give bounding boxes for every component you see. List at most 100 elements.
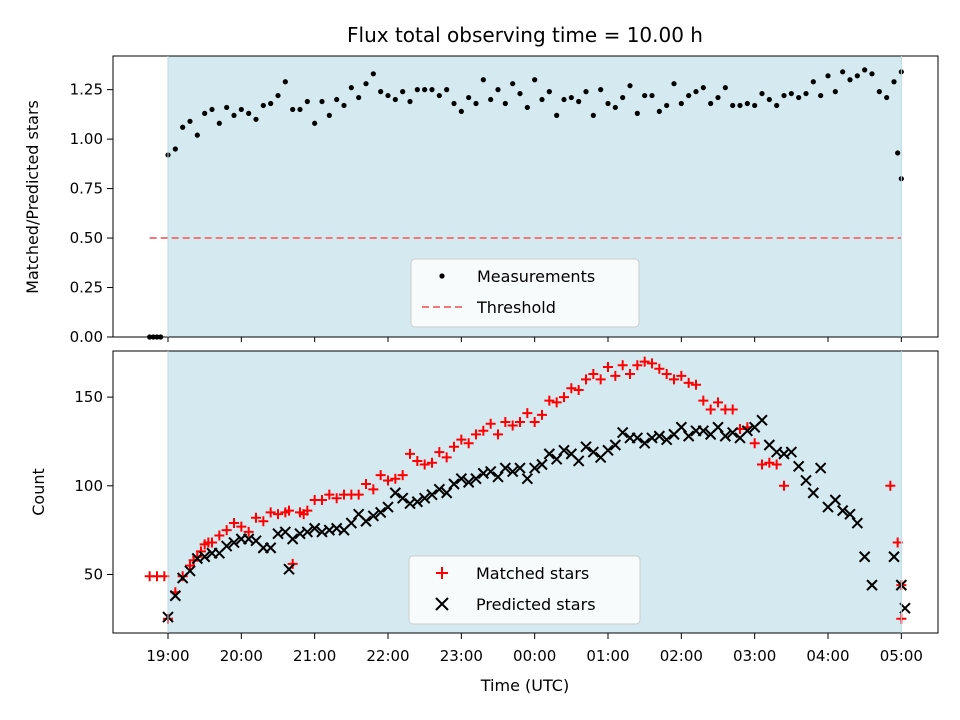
predicted-star-marker <box>389 487 402 499</box>
bottom-y-ticks: 50 100 150 <box>74 388 113 583</box>
predicted-star-marker <box>712 421 724 433</box>
measurement-point <box>895 150 901 156</box>
top-x-ticks <box>167 337 902 342</box>
measurement-point <box>546 89 552 95</box>
matched-star-marker <box>544 395 555 406</box>
matched-star-marker <box>500 416 511 427</box>
measurement-point <box>451 100 457 107</box>
legend-predicted-label: Predicted stars <box>476 595 596 614</box>
matched-star-marker <box>405 448 415 459</box>
measurement-point <box>187 118 193 124</box>
measurement-point <box>209 106 215 113</box>
measurement-point <box>297 106 303 113</box>
measurement-point <box>656 108 662 115</box>
predicted-star-marker <box>792 460 805 472</box>
top-legend-box <box>410 258 640 328</box>
top-axes-frame <box>112 55 939 338</box>
matched-star-marker <box>713 397 723 408</box>
measurement-point <box>334 96 340 103</box>
matched-star-marker <box>273 509 283 520</box>
measurement-point <box>568 94 574 101</box>
measurement-point <box>781 92 787 99</box>
matched-star-marker <box>229 518 239 529</box>
measurement-point <box>400 89 406 95</box>
matched-star-marker <box>691 379 701 390</box>
matched-star-marker <box>236 521 247 532</box>
measurement-point <box>385 92 391 99</box>
measurement-point <box>326 112 332 118</box>
matched-star-marker <box>493 429 503 440</box>
matched-star-marker <box>507 420 518 431</box>
bottom-x-tick-label: 23:00 <box>440 647 483 665</box>
measurement-point <box>202 110 208 116</box>
measurement-point <box>363 81 369 87</box>
measurement-point <box>436 92 442 99</box>
bottom-legend: Matched stars Predicted stars <box>408 555 641 625</box>
matched-star-marker <box>243 526 254 537</box>
measurement-point <box>766 96 772 103</box>
matched-star-marker <box>749 438 760 449</box>
predicted-star-marker <box>301 526 314 538</box>
measurement-point <box>444 87 450 93</box>
bottom-panel: 50 100 150 19:00 20:00 21:00 22:00 23:00 00:00 0… <box>29 350 939 695</box>
matched-star-marker <box>471 429 481 440</box>
measurement-point <box>840 69 846 75</box>
measurement-point <box>341 102 347 109</box>
matched-star-marker <box>603 361 613 372</box>
matched-star-marker <box>764 457 775 468</box>
matched-star-marker <box>368 484 379 495</box>
predicted-star-marker <box>609 439 622 451</box>
measurement-point <box>224 104 230 111</box>
measurement-point <box>612 104 618 111</box>
measurement-point <box>759 90 765 97</box>
matched-star-marker <box>698 395 709 406</box>
matched-star-marker <box>185 560 195 571</box>
measurement-point <box>238 106 244 113</box>
measurement-point <box>495 87 501 93</box>
matched-star-marker <box>207 537 217 548</box>
measurement-point <box>466 94 472 101</box>
predicted-star-marker <box>572 455 585 467</box>
top-legend: Measurements Threshold <box>410 258 640 328</box>
predicted-star-marker <box>433 483 446 496</box>
predicted-star-marker <box>169 590 182 602</box>
measurement-point <box>583 89 589 95</box>
measurement-point <box>605 100 611 107</box>
predicted-star-marker <box>851 517 864 529</box>
predicted-star-marker <box>455 472 468 485</box>
matched-star-marker <box>449 441 459 452</box>
predicted-star-marker <box>440 487 453 499</box>
legend-measurements-marker <box>439 273 445 279</box>
measurement-point <box>810 79 816 85</box>
matched-star-marker <box>485 418 496 429</box>
matched-star-marker <box>661 369 672 380</box>
measurement-point <box>576 98 582 105</box>
measurement-point <box>319 98 325 105</box>
matched-star-marker <box>427 457 437 468</box>
measurement-point <box>260 102 266 109</box>
bottom-x-tick-label: 03:00 <box>733 647 776 665</box>
measurement-point <box>671 81 677 87</box>
matched-star-marker <box>727 404 738 415</box>
bottom-legend-box <box>408 555 641 625</box>
matched-star-markers <box>144 356 907 624</box>
measurement-point <box>803 90 809 97</box>
matched-star-marker <box>588 369 599 380</box>
predicted-star-marker <box>602 444 614 457</box>
predicted-star-marker <box>844 508 856 520</box>
measurement-point <box>774 102 780 109</box>
predicted-star-marker <box>448 478 460 490</box>
predicted-star-marker <box>374 506 387 519</box>
matched-star-marker <box>434 447 445 458</box>
predicted-star-marker <box>492 471 504 483</box>
measurement-point <box>678 100 684 107</box>
bottom-x-tick-label: 21:00 <box>293 647 336 665</box>
matched-star-marker <box>515 416 525 427</box>
predicted-star-marker <box>345 517 358 529</box>
measurement-point <box>458 108 464 115</box>
measurement-point <box>642 92 648 99</box>
matched-star-marker <box>885 480 896 491</box>
bottom-x-tick-label: 01:00 <box>586 647 629 665</box>
measurement-point <box>869 71 875 77</box>
